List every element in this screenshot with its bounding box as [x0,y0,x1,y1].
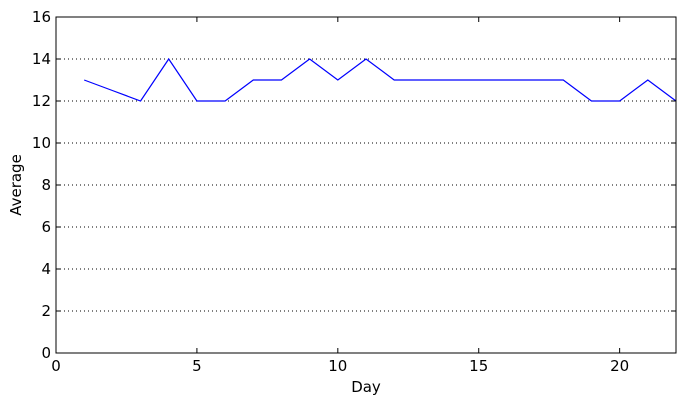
x-tick-label: 5 [192,357,202,375]
y-tick-label: 16 [32,8,51,26]
y-tick-label: 2 [41,302,51,320]
y-tick-label: 10 [32,134,51,152]
series-layer [83,57,677,102]
y-axis-label: Average [7,154,25,216]
x-axis-label: Day [351,378,381,396]
series-line [83,57,677,102]
y-tick-label: 8 [41,176,51,194]
x-tick-label: 10 [328,357,347,375]
y-tick-label: 0 [41,344,51,362]
y-tick-label: 4 [41,260,51,278]
x-tick-label: 15 [469,357,488,375]
y-tick-label: 14 [32,50,51,68]
y-tick-label: 12 [32,92,51,110]
x-tick-label: 0 [51,357,61,375]
axis-ticks: 0 2 4 6 8 10 12 14 16 0 5 10 15 20 [32,8,676,375]
grid-lines [56,58,676,312]
y-tick-label: 6 [41,218,51,236]
x-tick-label: 20 [610,357,629,375]
